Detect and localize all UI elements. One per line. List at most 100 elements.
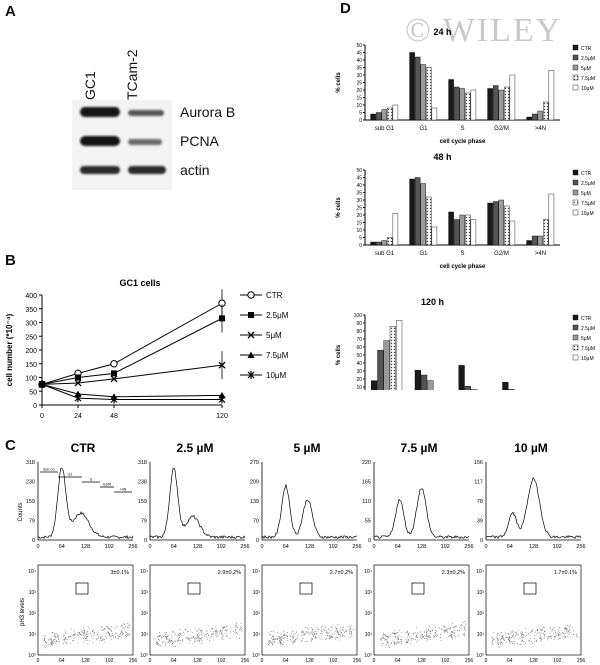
scatter-dot xyxy=(543,637,545,639)
scatter-dot xyxy=(498,634,500,636)
scatter-dot xyxy=(155,642,157,644)
scatter-y-tick-label: 10⁰ xyxy=(476,653,484,659)
hist-x-tick-label: 0 xyxy=(36,544,39,550)
scatter-dot xyxy=(450,635,452,637)
scatter-dot xyxy=(452,631,454,633)
legend-label: CTR xyxy=(266,291,283,300)
scatter-dot xyxy=(282,636,284,638)
scatter-dot xyxy=(406,642,408,644)
scatter-dot xyxy=(301,630,303,632)
scatter-dot xyxy=(453,626,455,628)
scatter-dot xyxy=(72,635,74,637)
bar xyxy=(414,177,421,246)
scatter-dot xyxy=(94,632,96,634)
y-tick-label: 10 xyxy=(356,385,362,390)
scatter-dot xyxy=(419,636,421,638)
y-tick-label: 60 xyxy=(356,345,362,351)
scatter-dot xyxy=(339,635,341,637)
bar xyxy=(531,235,538,246)
y-tick-label: 80 xyxy=(356,329,362,335)
scatter-dot xyxy=(303,631,305,633)
scatter-dot xyxy=(324,626,326,628)
hist-y-tick-label: 0 xyxy=(256,538,259,544)
y-tick-label: 30 xyxy=(356,369,362,375)
legend-label: 7.5μM xyxy=(266,351,289,360)
scatter-dot xyxy=(114,627,116,629)
scatter-dot xyxy=(188,640,190,642)
scatter-dot xyxy=(500,638,502,640)
bar xyxy=(509,220,516,246)
scatter-dot xyxy=(427,635,429,637)
scatter-x-tick-label: 192 xyxy=(105,658,114,664)
legend-label: 2.5μM xyxy=(581,56,595,62)
scatter-dot xyxy=(109,634,111,636)
scatter-dot xyxy=(341,631,343,633)
scatter-dot xyxy=(398,641,400,643)
scatter-x-tick-label: 192 xyxy=(553,658,562,664)
gate-label: Sub G1 xyxy=(43,468,55,472)
scatter-dot xyxy=(349,627,351,629)
scatter-dot xyxy=(565,636,567,638)
scatter-dot xyxy=(312,633,314,635)
scatter-dot xyxy=(506,636,508,638)
scatter-dot xyxy=(295,640,297,642)
scatter-dot xyxy=(464,621,466,622)
row-label-aurora-b: Aurora B xyxy=(180,104,236,120)
bar xyxy=(377,350,384,390)
scatter-dot xyxy=(167,642,169,643)
data-point xyxy=(74,379,82,387)
scatter-dot xyxy=(222,638,224,640)
scatter-dot xyxy=(65,642,67,644)
scatter-dot xyxy=(272,636,274,638)
scatter-dot xyxy=(316,627,318,629)
scatter-dot xyxy=(320,629,322,631)
scatter-dot xyxy=(215,631,217,633)
scatter-dot xyxy=(283,631,285,633)
scatter-gate xyxy=(411,582,425,595)
scatter-dot xyxy=(425,627,427,629)
scatter-dot xyxy=(426,637,427,639)
scatter-dot xyxy=(394,641,396,643)
legend-marker xyxy=(248,312,254,318)
scatter-dot xyxy=(425,635,427,637)
scatter-dot xyxy=(185,636,187,638)
scatter-dot xyxy=(219,632,221,634)
scatter-dot xyxy=(80,633,82,635)
scatter-dot xyxy=(507,637,509,639)
scatter-y-tick-label: 10⁰ xyxy=(28,653,36,659)
scatter-x-tick-label: 256 xyxy=(129,658,138,664)
scatter-dot xyxy=(537,629,539,630)
scatter-dot xyxy=(406,640,408,642)
scatter-dot xyxy=(158,635,160,637)
scatter-dot xyxy=(315,637,317,639)
scatter-dot xyxy=(497,638,499,640)
y-tick-label: 20 xyxy=(356,88,362,94)
hist-y-tick-label: 230 xyxy=(26,480,35,486)
scatter-dot xyxy=(353,629,355,630)
bar xyxy=(543,101,549,121)
scatter-dot xyxy=(315,637,317,639)
scatter-dot xyxy=(53,643,55,645)
scatter-dot xyxy=(508,640,510,642)
scatter-dot xyxy=(382,632,384,634)
scatter-dot xyxy=(544,627,546,629)
scatter-dot xyxy=(240,627,242,629)
scatter-dot xyxy=(458,634,460,636)
scatter-dot xyxy=(280,644,282,646)
scatter-dot xyxy=(280,640,282,641)
scatter-dot xyxy=(405,632,407,634)
scatter-dot xyxy=(159,639,161,641)
scatter-dot xyxy=(109,636,111,638)
hist-x-tick-label: 64 xyxy=(283,544,289,550)
scatter-dot xyxy=(198,634,200,636)
scatter-x-tick-label: 64 xyxy=(171,658,177,664)
scatter-dot xyxy=(495,641,497,643)
legend-marker xyxy=(247,351,255,358)
scatter-dot xyxy=(114,637,116,638)
hist-x-tick-label: 64 xyxy=(171,544,177,550)
scatter-dot xyxy=(92,642,94,644)
scatter-dot xyxy=(409,642,411,644)
scatter-dot xyxy=(460,624,462,626)
scatter-dot xyxy=(55,635,56,637)
scatter-dot xyxy=(236,625,238,627)
